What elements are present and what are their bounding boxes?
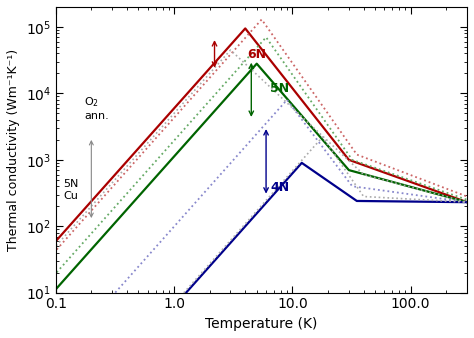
- Y-axis label: Thermal conductivity (Wm⁻¹K⁻¹): Thermal conductivity (Wm⁻¹K⁻¹): [7, 49, 20, 251]
- Text: 6N: 6N: [248, 48, 267, 62]
- Text: O$_2$
ann.: O$_2$ ann.: [84, 95, 109, 121]
- X-axis label: Temperature (K): Temperature (K): [205, 317, 318, 331]
- Text: 5N
Cu: 5N Cu: [63, 179, 78, 201]
- Text: 5N: 5N: [270, 81, 289, 95]
- Text: 4N: 4N: [270, 181, 289, 194]
